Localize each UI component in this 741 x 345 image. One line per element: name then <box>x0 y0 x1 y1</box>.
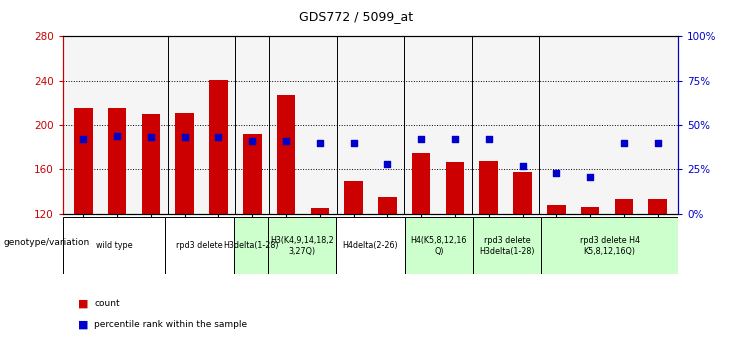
Point <box>246 138 258 144</box>
Point <box>179 135 190 140</box>
Point <box>77 137 89 142</box>
Text: H4delta(2-26): H4delta(2-26) <box>342 241 399 250</box>
Bar <box>542 217 678 274</box>
Bar <box>473 217 542 274</box>
Text: H3(K4,9,14,18,2
3,27Q): H3(K4,9,14,18,2 3,27Q) <box>270 236 334 256</box>
Bar <box>74 108 93 214</box>
Bar <box>648 199 667 214</box>
Bar <box>479 160 498 214</box>
Bar <box>243 134 262 214</box>
Bar <box>209 80 227 214</box>
Bar <box>445 162 465 214</box>
Point <box>145 135 157 140</box>
Bar <box>581 207 599 214</box>
Bar <box>378 197 396 214</box>
Text: genotype/variation: genotype/variation <box>4 238 90 247</box>
Text: rpd3 delete
H3delta(1-28): rpd3 delete H3delta(1-28) <box>479 236 535 256</box>
Bar <box>336 217 405 274</box>
Bar <box>234 217 268 274</box>
Text: H4(K5,8,12,16
Q): H4(K5,8,12,16 Q) <box>411 236 467 256</box>
Point <box>618 140 630 146</box>
Bar <box>514 172 532 214</box>
Bar <box>547 205 565 214</box>
Bar <box>165 217 234 274</box>
Bar <box>142 114 160 214</box>
Bar <box>345 180 363 214</box>
Text: count: count <box>94 299 120 308</box>
Point <box>584 174 596 179</box>
Bar <box>412 153 431 214</box>
Text: GDS772 / 5099_at: GDS772 / 5099_at <box>299 10 413 23</box>
Text: rpd3 delete: rpd3 delete <box>176 241 223 250</box>
Text: rpd3 delete H4
K5,8,12,16Q): rpd3 delete H4 K5,8,12,16Q) <box>579 236 639 256</box>
Text: wild type: wild type <box>96 241 133 250</box>
Point <box>314 140 326 146</box>
Text: percentile rank within the sample: percentile rank within the sample <box>94 320 247 329</box>
Point <box>213 135 225 140</box>
Point <box>382 161 393 167</box>
Point <box>111 133 123 138</box>
Point <box>551 170 562 176</box>
Bar <box>310 208 329 214</box>
Point <box>449 137 461 142</box>
Point <box>483 137 495 142</box>
Text: ■: ■ <box>78 319 88 329</box>
Bar <box>107 108 127 214</box>
Text: H3delta(1-28): H3delta(1-28) <box>223 241 279 250</box>
Bar <box>276 95 296 214</box>
Point <box>652 140 664 146</box>
Bar <box>268 217 336 274</box>
Bar <box>176 113 194 214</box>
Text: ■: ■ <box>78 299 88 308</box>
Bar <box>405 217 473 274</box>
Point <box>415 137 427 142</box>
Point <box>516 163 528 169</box>
Bar <box>63 217 165 274</box>
Point <box>348 140 359 146</box>
Bar <box>614 199 634 214</box>
Point <box>280 138 292 144</box>
